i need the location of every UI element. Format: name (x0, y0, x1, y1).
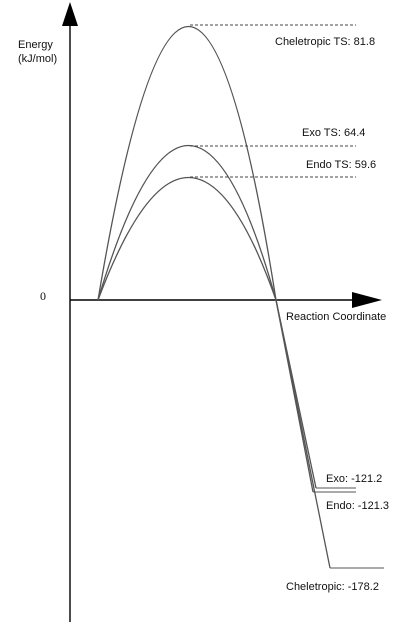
y-axis-label-line1: Energy (18, 39, 53, 51)
x-axis-arrowhead (352, 292, 382, 308)
exo-ts-label: Exo TS: 64.4 (302, 127, 365, 139)
exo-curve (97, 145, 317, 489)
endo-ts-label: Endo TS: 59.6 (306, 159, 376, 171)
x-axis-label: Reaction Coordinate (286, 311, 386, 323)
cheletropic-product-label: Cheletropic: -178.2 (286, 581, 379, 593)
endo-curve (97, 177, 314, 493)
exo-product-label: Exo: -121.2 (326, 473, 382, 485)
cheletropic-curve (97, 26, 331, 569)
cheletropic-ts-label: Cheletropic TS: 81.8 (275, 36, 375, 48)
y-axis-label-line2: (kJ/mol) (18, 53, 57, 65)
zero-label: 0 (40, 289, 46, 303)
y-axis-arrowhead (62, 2, 78, 26)
endo-product-label: Endo: -121.3 (326, 500, 389, 512)
